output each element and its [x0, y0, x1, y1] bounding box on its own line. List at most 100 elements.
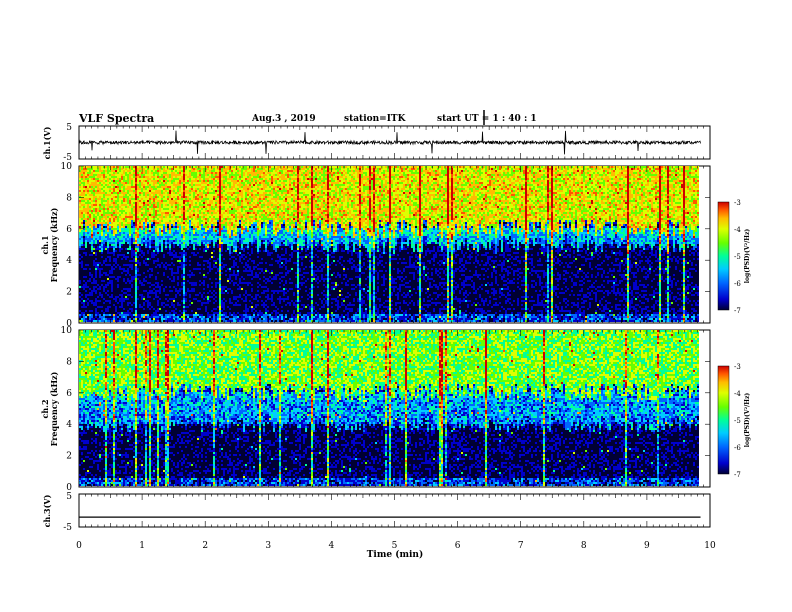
- spectrogram-cell: [129, 294, 131, 296]
- spectrogram-cell: [95, 274, 97, 276]
- spectrogram-cell: [113, 258, 115, 260]
- spectrogram-cell: [157, 202, 159, 204]
- spectrogram-cell: [91, 320, 93, 322]
- spectrogram-cell: [137, 298, 139, 300]
- spectrogram-cell: [129, 198, 131, 200]
- spectrogram-cell: [97, 230, 99, 232]
- spectrogram-cell: [151, 202, 153, 204]
- spectrogram-cell: [109, 302, 111, 304]
- spectrogram-cell: [157, 214, 159, 216]
- spectrogram-cell: [145, 198, 147, 200]
- spectrogram-cell: [137, 278, 139, 280]
- spectrogram-cell: [171, 314, 173, 316]
- spectrogram-cell: [79, 320, 81, 322]
- spectrogram-cell: [129, 192, 131, 194]
- spectrogram-cell: [165, 302, 167, 304]
- spectrogram-cell: [81, 250, 83, 252]
- spectrogram-cell: [133, 222, 135, 224]
- spectrogram-cell: [99, 282, 101, 284]
- spectrogram-cell: [131, 180, 133, 182]
- spectrogram-cell: [79, 284, 81, 286]
- spectrogram-cell: [91, 250, 93, 252]
- spectrogram-cell: [153, 178, 155, 180]
- spectrogram-cell: [105, 260, 107, 262]
- spectrogram-cell: [103, 256, 105, 258]
- spectrogram-cell: [147, 172, 149, 174]
- spectrogram-cell: [83, 262, 85, 264]
- spectrogram-cell: [131, 240, 133, 242]
- spectrogram-cell: [89, 166, 91, 168]
- spectrogram-cell: [161, 222, 163, 224]
- spectrogram-cell: [111, 274, 113, 276]
- spectrogram-cell: [137, 290, 139, 292]
- spectrogram-cell: [145, 282, 147, 284]
- spectrogram-cell: [159, 246, 161, 248]
- spectrogram-cell: [91, 310, 93, 312]
- spectrogram-cell: [83, 292, 85, 294]
- spectrogram-cell: [101, 256, 103, 258]
- spectrogram-cell: [137, 190, 139, 192]
- spectrogram-cell: [123, 288, 125, 290]
- spectrogram-cell: [159, 170, 161, 172]
- spectrogram-cell: [97, 228, 99, 230]
- spectrogram-cell: [87, 312, 89, 314]
- spectrogram-cell: [109, 276, 111, 278]
- spectrogram-cell: [157, 226, 159, 228]
- spectrogram-cell: [159, 278, 161, 280]
- spectrogram-cell: [103, 258, 105, 260]
- spectrogram-cell: [161, 246, 163, 248]
- spectrogram-cell: [129, 250, 131, 252]
- spectrogram-cell: [87, 184, 89, 186]
- spectrogram-cell: [165, 294, 167, 296]
- spectrogram-cell: [81, 244, 83, 246]
- spectrogram-cell: [79, 176, 81, 178]
- spectrogram-cell: [83, 272, 85, 274]
- spectrogram-cell: [95, 312, 97, 314]
- spectrogram-cell: [165, 256, 167, 258]
- spectrogram-cell: [131, 308, 133, 310]
- spectrogram-cell: [111, 226, 113, 228]
- spectrogram-cell: [97, 272, 99, 274]
- spectrogram-cell: [151, 320, 153, 322]
- spectrogram-cell: [99, 202, 101, 204]
- spectrogram-cell: [109, 268, 111, 270]
- spectrogram-cell: [155, 218, 157, 220]
- spectrogram-cell: [145, 258, 147, 260]
- spectrogram-cell: [159, 224, 161, 226]
- spectrogram-cell: [85, 310, 87, 312]
- spectrogram-cell: [155, 220, 157, 222]
- spectrogram-cell: [111, 240, 113, 242]
- spectrogram-cell: [171, 174, 173, 176]
- spectrogram-cell: [139, 202, 141, 204]
- spectrogram-cell: [81, 266, 83, 268]
- spectrogram-cell: [79, 258, 81, 260]
- spectrogram-cell: [145, 302, 147, 304]
- spectrogram-cell: [133, 272, 135, 274]
- spectrogram-cell: [123, 312, 125, 314]
- spectrogram-cell: [119, 284, 121, 286]
- spectrogram-cell: [81, 304, 83, 306]
- spectrogram-cell: [105, 312, 107, 314]
- spectrogram-cell: [101, 170, 103, 172]
- spectrogram-cell: [135, 212, 137, 214]
- spectrogram-cell: [165, 178, 167, 180]
- spectrogram-cell: [83, 276, 85, 278]
- spectrogram-cell: [131, 316, 133, 318]
- spectrogram-cell: [99, 196, 101, 198]
- spectrogram-cell: [141, 192, 143, 194]
- spectrogram-cell: [173, 172, 175, 174]
- spectrogram-cell: [157, 292, 159, 294]
- spectrogram-cell: [79, 200, 81, 202]
- spectrogram-cell: [155, 170, 157, 172]
- spectrogram-cell: [163, 280, 165, 282]
- spectrogram-cell: [81, 174, 83, 176]
- spectrogram-cell: [95, 276, 97, 278]
- spectrogram-cell: [103, 280, 105, 282]
- spectrogram-cell: [169, 254, 171, 256]
- spectrogram-cell: [79, 226, 81, 228]
- spectrogram-cell: [103, 234, 105, 236]
- spectrogram-cell: [135, 242, 137, 244]
- spectrogram-cell: [93, 320, 95, 322]
- spectrogram-cell: [145, 230, 147, 232]
- spectrogram-cell: [93, 304, 95, 306]
